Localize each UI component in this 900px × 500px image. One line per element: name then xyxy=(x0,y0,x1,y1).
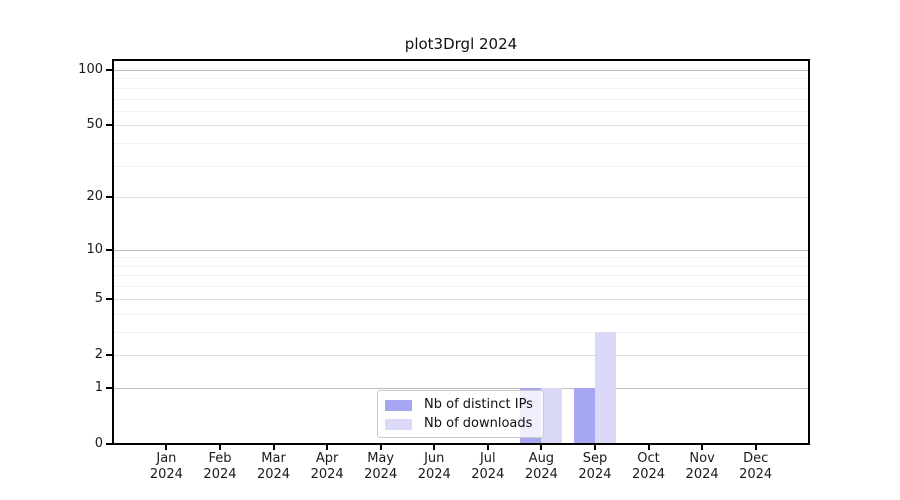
x-tick-year: 2024 xyxy=(685,467,719,482)
x-tick-mark xyxy=(379,445,382,450)
x-tick-year: 2024 xyxy=(524,467,558,482)
y-tick-mark xyxy=(106,443,112,445)
y-tick-label: 50 xyxy=(86,117,103,133)
legend-item-downloads: Nb of downloads xyxy=(385,415,536,433)
legend-swatch-downloads xyxy=(385,418,412,430)
x-tick-year: 2024 xyxy=(310,467,344,482)
y-tick-label: 100 xyxy=(78,61,103,77)
y-tick-label: 0 xyxy=(94,436,103,451)
x-tick-label: Jun 2024 xyxy=(402,451,466,483)
x-tick-label: Jul 2024 xyxy=(456,451,520,483)
x-tick-mark xyxy=(540,445,543,450)
gridline-minor xyxy=(114,110,808,112)
gridline-major xyxy=(114,125,808,127)
gridline-major xyxy=(114,354,808,356)
x-tick-mark xyxy=(433,445,436,450)
x-tick-label: Jan 2024 xyxy=(134,451,198,483)
x-tick-year: 2024 xyxy=(471,467,505,482)
x-tick-month: Oct xyxy=(637,451,660,466)
plot-area xyxy=(112,59,810,445)
x-tick-month: Jun xyxy=(424,451,445,466)
gridline-minor xyxy=(114,78,808,80)
gridline-minor xyxy=(114,98,808,100)
legend-swatch-distinct-ips xyxy=(385,399,412,411)
x-tick-mark xyxy=(165,445,168,450)
gridline-minor xyxy=(114,275,808,277)
gridline-minor xyxy=(114,286,808,288)
x-tick-mark xyxy=(593,445,596,450)
x-tick-year: 2024 xyxy=(364,467,398,482)
y-tick-label: 2 xyxy=(94,346,103,362)
x-tick-year: 2024 xyxy=(417,467,451,482)
gridline-minor xyxy=(114,165,808,167)
x-tick-year: 2024 xyxy=(631,467,666,482)
x-tick-month: Jul xyxy=(479,451,496,466)
legend-label-distinct-ips: Nb of distinct IPs xyxy=(424,397,533,412)
y-tick-mark xyxy=(106,196,112,199)
y-tick-mark xyxy=(106,248,112,251)
x-tick-year: 2024 xyxy=(256,467,291,482)
x-tick-label: Feb 2024 xyxy=(188,451,252,483)
gridline-major xyxy=(114,249,808,251)
x-tick-mark xyxy=(486,445,489,450)
x-tick-mark xyxy=(218,445,221,450)
y-tick-label: 20 xyxy=(86,189,103,205)
x-tick-year: 2024 xyxy=(578,467,612,482)
y-tick-label: 10 xyxy=(86,241,103,257)
x-tick-label: Aug 2024 xyxy=(509,451,573,483)
x-tick-label: Mar 2024 xyxy=(242,451,306,483)
gridline-major xyxy=(114,197,808,199)
x-tick-mark xyxy=(754,445,757,450)
x-tick-mark xyxy=(701,445,704,450)
gridline-minor xyxy=(114,143,808,145)
legend-label-downloads: Nb of downloads xyxy=(424,416,533,431)
gridline-minor xyxy=(114,265,808,267)
x-tick-mark xyxy=(326,445,329,450)
x-tick-month: Dec xyxy=(743,451,769,466)
x-tick-label: Dec 2024 xyxy=(724,451,788,483)
gridline-major xyxy=(114,69,808,71)
bar-distinct-ips-sep xyxy=(573,387,595,443)
x-tick-month: Sep xyxy=(582,451,608,466)
x-tick-year: 2024 xyxy=(149,467,183,482)
bar-downloads-aug xyxy=(541,387,563,443)
y-tick-mark xyxy=(106,124,112,127)
y-tick-mark xyxy=(106,386,112,389)
x-tick-month: Jan xyxy=(156,451,177,466)
y-tick-mark xyxy=(106,68,112,71)
gridline-minor xyxy=(114,331,808,333)
legend: Nb of distinct IPs Nb of downloads xyxy=(377,390,544,438)
chart-title: plot3Drgl 2024 xyxy=(404,35,518,53)
y-tick-mark xyxy=(106,297,112,300)
x-tick-month: Apr xyxy=(315,451,339,466)
gridline-major xyxy=(114,298,808,300)
x-tick-label: Sep 2024 xyxy=(563,451,627,483)
gridline-minor xyxy=(114,257,808,259)
y-tick-label: 1 xyxy=(94,379,103,395)
x-tick-label: Apr 2024 xyxy=(295,451,359,483)
gridline-minor xyxy=(114,313,808,315)
legend-item-distinct-ips: Nb of distinct IPs xyxy=(385,396,536,414)
x-tick-label: May 2024 xyxy=(349,451,413,483)
y-tick-label: 5 xyxy=(94,290,103,306)
x-tick-month: Feb xyxy=(208,451,232,466)
x-tick-month: May xyxy=(367,451,395,466)
x-tick-label: Oct 2024 xyxy=(617,451,681,483)
x-tick-year: 2024 xyxy=(203,467,237,482)
bar-downloads-sep xyxy=(594,331,616,443)
x-tick-month: Mar xyxy=(261,451,286,466)
x-tick-label: Nov 2024 xyxy=(670,451,734,483)
x-tick-month: Nov xyxy=(689,451,715,466)
x-tick-year: 2024 xyxy=(739,467,773,482)
y-tick-mark xyxy=(106,353,112,356)
x-tick-month: Aug xyxy=(528,451,555,466)
x-tick-mark xyxy=(272,445,275,450)
gridline-major xyxy=(114,387,808,389)
gridline-minor xyxy=(114,87,808,89)
x-tick-mark xyxy=(647,445,650,450)
